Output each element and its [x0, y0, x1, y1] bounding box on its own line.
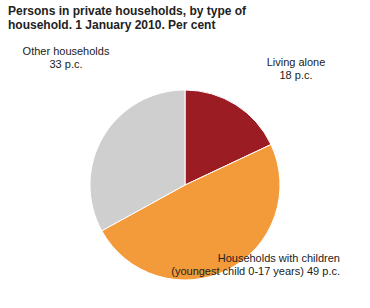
category-label: Other households	[23, 45, 110, 57]
value-label: 18 p.c.	[279, 69, 312, 81]
slice-label: Other households33 p.c.	[23, 45, 110, 70]
value-label: 49 p.c.	[307, 265, 340, 277]
chart: Persons in private households, by type o…	[0, 0, 370, 308]
slice-label: Living alone18 p.c.	[267, 56, 326, 81]
value-label: 33 p.c.	[49, 58, 82, 70]
category-label: Households with children	[218, 252, 340, 264]
category-label: Living alone	[267, 56, 326, 68]
slice-label: Households with children(youngest child …	[171, 252, 340, 277]
slice	[90, 90, 185, 231]
title: Persons in private households, by type o…	[8, 4, 247, 32]
category-label: (youngest child 0-17 years)	[171, 265, 307, 277]
